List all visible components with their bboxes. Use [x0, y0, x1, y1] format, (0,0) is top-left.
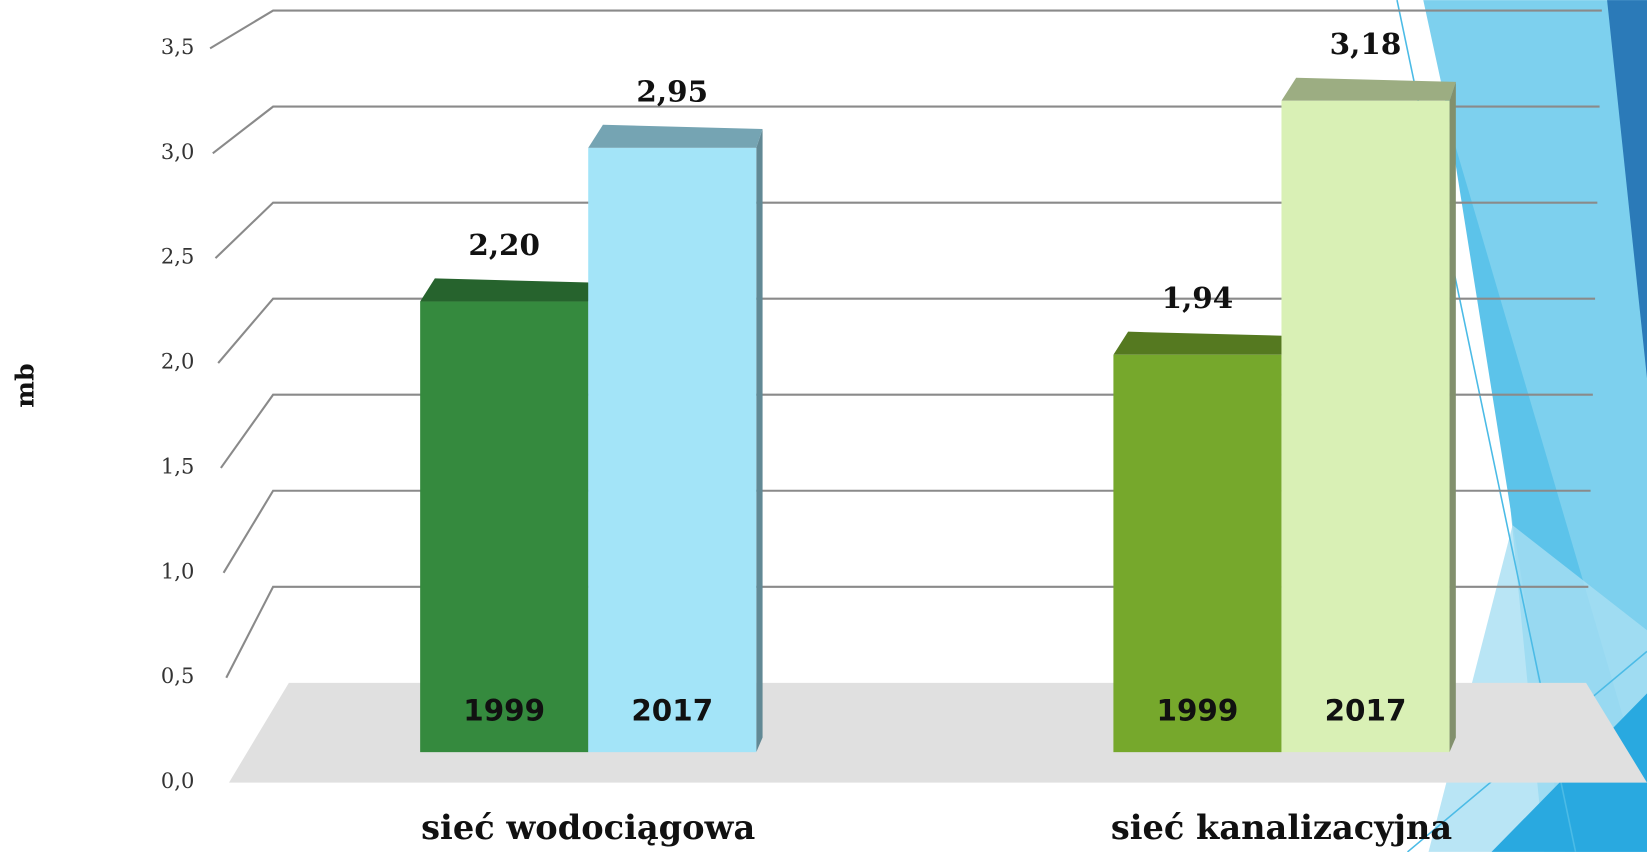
y-tick-label: 0,0	[161, 769, 194, 793]
bar	[420, 302, 588, 753]
value-label: 1,94	[1162, 280, 1234, 315]
y-tick-label: 2,0	[161, 350, 194, 374]
series-label: 2017	[631, 694, 713, 728]
y-tick-label: 3,0	[161, 140, 194, 164]
bar	[1113, 355, 1281, 752]
bar-top	[1281, 78, 1455, 101]
bar-top	[1113, 332, 1287, 355]
bar	[1281, 101, 1449, 752]
y-axis-label: mb	[9, 363, 39, 407]
y-tick-label: 1,0	[161, 559, 194, 583]
x-tick-label: sieć wodociągowa	[421, 807, 755, 847]
y-tick-label: 3,5	[161, 35, 194, 59]
bar-top	[420, 278, 594, 301]
bar-side	[756, 129, 762, 752]
value-label: 2,20	[468, 227, 540, 262]
x-tick-label: sieć kanalizacyjna	[1111, 807, 1452, 847]
bar-top	[588, 125, 762, 148]
value-label: 3,18	[1330, 26, 1402, 61]
y-tick-label: 0,5	[161, 664, 194, 688]
series-label: 1999	[463, 694, 545, 728]
y-tick-label: 2,5	[161, 245, 194, 269]
series-label: 1999	[1157, 694, 1239, 728]
y-tick-label: 1,5	[161, 454, 194, 478]
value-label: 2,95	[636, 73, 708, 108]
series-label: 2017	[1325, 694, 1407, 728]
bar-side	[1450, 82, 1456, 752]
bar	[588, 148, 756, 752]
chart: 0,0 0,5 1,0 1,5 2,0 2,5 3,0 3,5 sieć wodociągow…	[0, 0, 1647, 852]
